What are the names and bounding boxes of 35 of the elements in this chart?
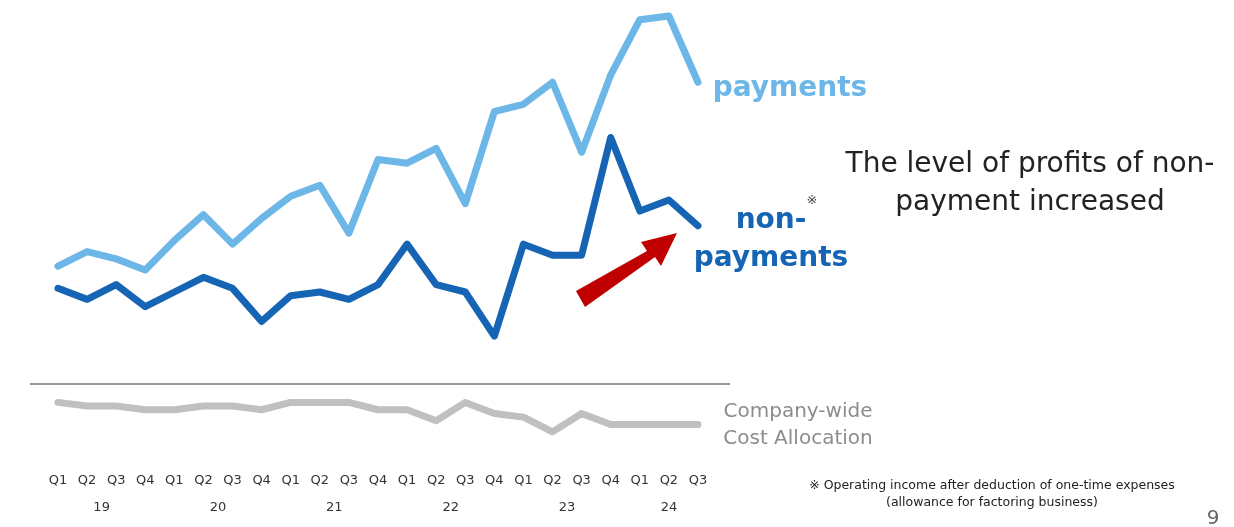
series-label: Company-wide Cost Allocation	[723, 398, 873, 449]
x-tick-label: Q4	[601, 472, 620, 487]
x-tick-label: Q3	[339, 472, 359, 487]
x-tick-label: Q2	[659, 472, 679, 487]
x-tick-label: Q2	[77, 472, 97, 487]
x-tick-label: Q1	[165, 472, 184, 487]
x-tick-label: Q4	[368, 472, 388, 487]
text: 20	[209, 499, 227, 514]
text: ※	[806, 192, 818, 207]
x-tick-label: Q3	[223, 472, 242, 487]
x-tick-label: Q3	[688, 472, 708, 487]
text: 22	[442, 499, 459, 514]
x-tick-label: Q3	[456, 472, 475, 487]
text: 21	[326, 499, 343, 514]
x-tick-label: Q3	[106, 472, 126, 487]
series-label: payments	[712, 70, 868, 103]
text: 24	[660, 499, 678, 514]
x-tick-label: Q1	[48, 472, 68, 487]
x-tick-label: Q2	[426, 472, 446, 487]
x-tick-label: Q3	[572, 472, 591, 487]
x-tick-label: Q4	[252, 472, 271, 487]
text: 23	[558, 499, 576, 514]
x-tick-label: Q4	[485, 472, 504, 487]
text: ※ Operating income after deduction of one-time expenses (allowance for factoring business)	[809, 477, 1175, 509]
x-tick-label: Q1	[397, 472, 417, 487]
text: 19	[93, 499, 110, 514]
text: 9	[1206, 505, 1220, 527]
x-tick-label: Q2	[543, 472, 562, 487]
x-tick-label: Q4	[136, 472, 155, 487]
text: The level of profits of non-payment increased	[844, 146, 1215, 217]
x-tick-label: Q2	[310, 472, 330, 487]
x-tick-label: Q2	[194, 472, 213, 487]
x-tick-label: Q1	[630, 472, 650, 487]
x-tick-label: Q1	[281, 472, 300, 487]
x-tick-label: Q1	[514, 472, 533, 487]
